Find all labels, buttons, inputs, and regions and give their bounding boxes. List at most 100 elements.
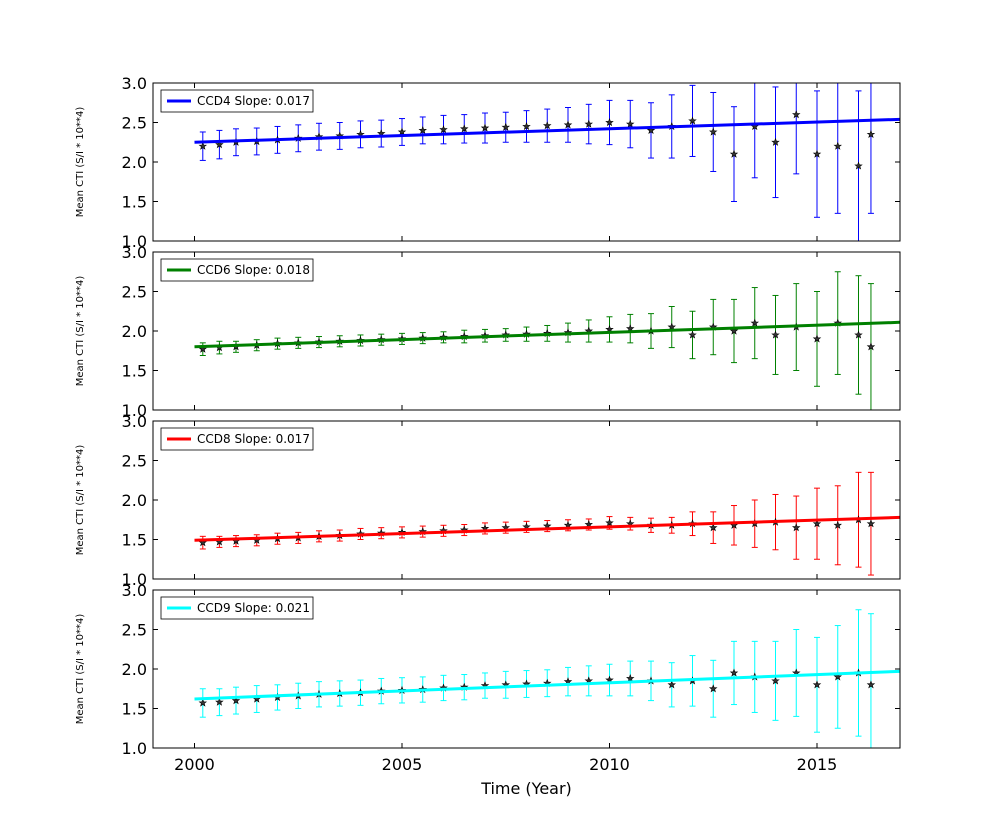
plot-area: [194, 83, 900, 241]
legend-label: CCD8 Slope: 0.017: [197, 432, 310, 446]
legend: CCD4 Slope: 0.017: [160, 89, 314, 113]
data-point: [709, 127, 718, 136]
y-tick-label: 2.5: [122, 452, 147, 471]
legend-box: [160, 89, 314, 113]
data-point: [812, 334, 822, 343]
data-point: [667, 680, 676, 689]
panel-1: 1.0 1.5 2.0 2.5 3.0 Mean CTI (S/I * 10**4) CCD…: [75, 74, 901, 251]
data-point: [584, 119, 593, 128]
data-point: [198, 141, 208, 150]
data-point: [418, 125, 427, 135]
panel-2: 1.0 1.5 2.0 2.5 3.0 Mean CTI (S/I * 10**4) CCD…: [75, 243, 901, 420]
data-point: [866, 129, 876, 138]
fit-line: [194, 117, 900, 144]
x-tick-label: 2000: [174, 755, 215, 774]
data-point: [605, 118, 614, 127]
x-tick-label: 2005: [382, 755, 423, 774]
y-tick-label: 1.0: [122, 401, 147, 420]
data-point: [626, 324, 635, 333]
y-tick-label: 1.5: [122, 193, 147, 212]
data-point: [626, 119, 635, 128]
plot-area: [194, 471, 900, 576]
legend-box: [160, 596, 314, 620]
data-point: [688, 330, 697, 339]
data-point: [833, 520, 842, 529]
data-point: [605, 518, 614, 527]
y-tick-label: 1.5: [122, 362, 147, 381]
plot-area: [194, 271, 900, 410]
y-tick-label: 1.0: [122, 739, 147, 758]
legend: CCD8 Slope: 0.017: [160, 427, 314, 451]
legend: CCD6 Slope: 0.018: [160, 258, 314, 282]
y-tick-label: 1.5: [122, 700, 147, 719]
data-point: [646, 125, 656, 135]
data-point: [543, 121, 552, 130]
data-point: [812, 680, 822, 689]
data-point: [522, 121, 531, 131]
data-point: [709, 523, 718, 532]
data-point: [667, 322, 676, 331]
data-point: [866, 519, 876, 528]
data-point: [709, 684, 718, 693]
data-point: [771, 676, 780, 685]
y-tick-label: 2.5: [122, 283, 147, 302]
data-point: [480, 123, 490, 132]
data-point: [563, 120, 573, 129]
legend: CCD9 Slope: 0.021: [160, 596, 314, 620]
y-tick-label: 2.0: [122, 322, 147, 341]
data-point: [198, 698, 208, 707]
plot-area: [194, 609, 900, 748]
data-point: [460, 124, 469, 133]
data-point: [397, 127, 407, 136]
y-tick-label: 2.5: [122, 621, 147, 640]
x-tick-label: 2010: [589, 755, 630, 774]
data-point: [792, 523, 801, 532]
data-point: [626, 674, 635, 683]
data-point: [729, 668, 739, 677]
data-point: [833, 672, 842, 681]
legend-label: CCD6 Slope: 0.018: [197, 263, 310, 277]
data-point: [729, 326, 739, 335]
legend-label: CCD4 Slope: 0.017: [197, 94, 310, 108]
y-tick-label: 1.0: [122, 570, 147, 589]
y-tick-label: 3.0: [122, 412, 147, 431]
panel-3: 1.0 1.5 2.0 2.5 3.0 Mean CTI (S/I * 10**4) CCD…: [75, 412, 901, 589]
data-point: [854, 330, 863, 339]
y-axis-label: Mean CTI (S/I * 10**4): [75, 107, 86, 218]
data-point: [854, 161, 863, 170]
data-point: [792, 110, 801, 119]
y-tick-label: 2.0: [122, 491, 147, 510]
data-point: [231, 696, 241, 705]
y-tick-label: 1.0: [122, 232, 147, 251]
data-point: [833, 141, 842, 150]
data-point: [771, 330, 780, 339]
y-tick-label: 2.0: [122, 153, 147, 172]
y-axis-label: Mean CTI (S/I * 10**4): [75, 614, 86, 725]
x-tick-label: 2015: [797, 755, 838, 774]
fit-line: [194, 669, 900, 701]
data-point: [729, 149, 739, 158]
data-point: [439, 125, 448, 134]
data-point: [750, 318, 759, 327]
y-tick-label: 1.5: [122, 531, 147, 550]
y-tick-label: 2.5: [122, 114, 147, 133]
panel-4: 1.0 1.5 2.0 2.5 3.0 Mean CTI (S/I * 10**4) CCD…: [75, 581, 901, 758]
y-tick-label: 3.0: [122, 581, 147, 600]
data-point: [688, 116, 697, 125]
y-axis-label: Mean CTI (S/I * 10**4): [75, 276, 86, 387]
legend-label: CCD9 Slope: 0.021: [197, 601, 310, 615]
data-point: [501, 122, 510, 131]
y-tick-label: 3.0: [122, 243, 147, 262]
legend-box: [160, 427, 314, 451]
fit-line: [194, 320, 900, 349]
data-point: [866, 680, 876, 689]
data-point: [866, 342, 876, 351]
y-tick-label: 2.0: [122, 660, 147, 679]
data-point: [812, 519, 822, 528]
data-point: [215, 697, 224, 706]
data-point: [812, 149, 822, 158]
x-axis-label: Time (Year): [480, 779, 572, 798]
data-point: [771, 137, 780, 146]
fit-line: [194, 515, 900, 542]
